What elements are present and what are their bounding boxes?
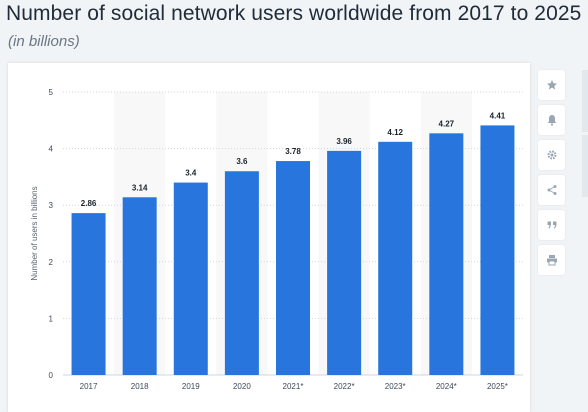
- x-tick-label: 2023*: [385, 382, 406, 391]
- y-tick-label: 1: [49, 314, 54, 323]
- share-button[interactable]: [538, 175, 565, 205]
- bar: [327, 150, 362, 375]
- y-tick-label: 2: [49, 258, 54, 267]
- settings-button[interactable]: [538, 140, 565, 170]
- data-label: 4.12: [387, 128, 403, 137]
- favorite-button[interactable]: [538, 70, 565, 100]
- print-button[interactable]: [538, 245, 565, 275]
- y-tick-label: 3: [49, 201, 54, 210]
- chart-toolbar: [538, 70, 565, 280]
- side-panel-edge: [582, 70, 588, 132]
- x-tick-label: 2019: [182, 382, 200, 391]
- notification-button[interactable]: [538, 105, 565, 135]
- bar-chart: 0 1 2 3 4 5 Number of users in billions 2.86 201…: [30, 88, 523, 391]
- side-panel-edge: [582, 135, 588, 197]
- data-label: 3.14: [132, 183, 148, 192]
- gear-icon: [547, 150, 556, 160]
- print-icon: [546, 255, 557, 266]
- data-label: 3.78: [285, 147, 301, 156]
- x-tick-label: 2018: [131, 382, 149, 391]
- bar: [224, 171, 259, 375]
- x-tick-label: 2020: [233, 382, 251, 391]
- cite-button[interactable]: [538, 210, 565, 240]
- x-tick-label: 2021*: [283, 382, 304, 391]
- x-tick-label: 2025*: [487, 382, 508, 391]
- share-icon: [547, 185, 556, 195]
- bar: [480, 125, 515, 375]
- y-axis-label: Number of users in billions: [30, 186, 39, 280]
- bar: [71, 213, 106, 375]
- quote-icon: [547, 221, 556, 229]
- bar: [378, 141, 413, 375]
- data-label: 3.4: [185, 169, 197, 178]
- page-subtitle: (in billions): [8, 33, 80, 50]
- data-label: 3.96: [336, 137, 352, 146]
- y-tick-label: 4: [49, 145, 54, 154]
- data-label: 3.6: [236, 157, 248, 166]
- bar: [276, 161, 310, 375]
- bar: [429, 133, 464, 375]
- data-label: 4.27: [439, 119, 455, 128]
- data-label: 2.86: [81, 199, 97, 208]
- page-title: Number of social network users worldwide…: [6, 2, 582, 25]
- data-label: 4.41: [490, 111, 506, 120]
- y-tick-label: 5: [49, 88, 54, 97]
- x-tick-label: 2022*: [334, 382, 355, 391]
- y-tick-label: 0: [49, 371, 54, 380]
- x-tick-label: 2024*: [436, 382, 457, 391]
- bar: [122, 197, 157, 375]
- chart-card: 0 1 2 3 4 5 Number of users in billions 2.86 201…: [8, 63, 530, 412]
- star-icon: [546, 80, 557, 90]
- bar: [173, 182, 208, 375]
- bell-icon: [547, 115, 556, 126]
- x-tick-label: 2017: [80, 382, 98, 391]
